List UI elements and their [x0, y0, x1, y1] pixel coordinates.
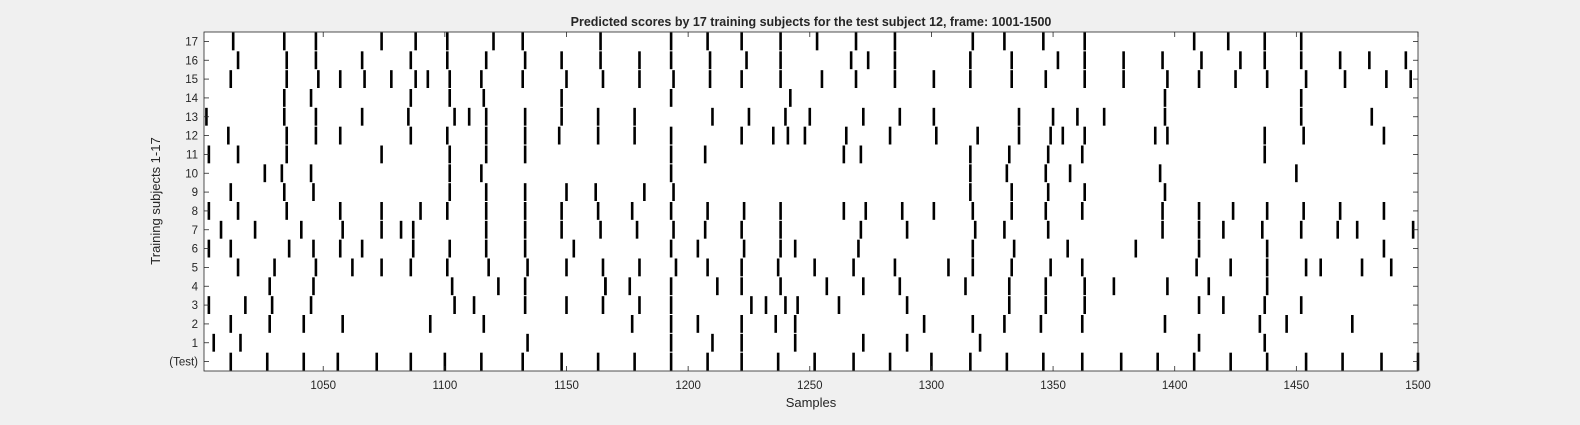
series-15	[229, 70, 1412, 88]
y-tick-label: 17	[185, 36, 198, 48]
chart-title: Predicted scores by 17 training subjects…	[571, 15, 1052, 29]
x-tick-label: 1350	[1040, 380, 1066, 392]
y-tick-label: 4	[192, 281, 199, 293]
y-tick-label: 12	[185, 131, 198, 143]
raster-marks	[205, 32, 1420, 371]
x-tick-label: 1150	[554, 380, 579, 392]
y-tick-label: 6	[192, 244, 198, 256]
y-tick-label: 8	[192, 206, 198, 218]
series-6	[207, 239, 1386, 258]
x-tick-label: 1200	[675, 380, 701, 392]
y-tick-label: 7	[192, 225, 198, 237]
x-axis: 1050 1100 1150 1200 1250 1300 1350 1400 1450 1500	[310, 32, 1431, 392]
series-14	[282, 89, 1303, 107]
y-tick-label: 14	[185, 93, 198, 105]
series-5	[236, 258, 1393, 277]
y-tick-label: 15	[185, 74, 198, 86]
series-13	[205, 107, 1374, 126]
x-tick-label: 1250	[797, 380, 823, 392]
x-axis-label: Samples	[786, 395, 837, 410]
x-tick-label: 1450	[1284, 380, 1310, 392]
y-tick-label: 16	[185, 55, 198, 67]
series-1	[212, 333, 1267, 352]
y-tick-label: 2	[192, 319, 198, 331]
series-17	[231, 32, 1303, 51]
y-tick-label: 13	[185, 112, 198, 124]
series-4	[268, 277, 1269, 296]
y-tick-label: 3	[192, 300, 198, 312]
plot-area	[204, 32, 1418, 371]
y-tick-label: 11	[186, 149, 198, 161]
plot-frame	[203, 31, 1419, 372]
series-11	[207, 145, 1267, 164]
series-16	[236, 51, 1408, 70]
series-9	[229, 183, 1167, 201]
x-tick-label: 1050	[310, 380, 336, 392]
series-2	[229, 315, 1354, 333]
x-tick-label: 1100	[432, 380, 457, 392]
series-10	[263, 164, 1298, 183]
series-8	[207, 202, 1386, 220]
y-tick-label: 1	[192, 338, 198, 350]
x-tick-label: 1400	[1162, 380, 1188, 392]
y-tick-label: 9	[192, 187, 198, 199]
series-12	[227, 126, 1386, 145]
y-axis-label: Training subjects 1-17	[148, 137, 163, 264]
x-tick-label: 1500	[1405, 380, 1431, 392]
series-7	[219, 220, 1415, 239]
y-tick-label: 10	[185, 168, 198, 180]
y-tick-label: (Test)	[169, 357, 198, 369]
y-tick-label: 5	[192, 262, 198, 274]
x-tick-label: 1300	[919, 380, 945, 392]
